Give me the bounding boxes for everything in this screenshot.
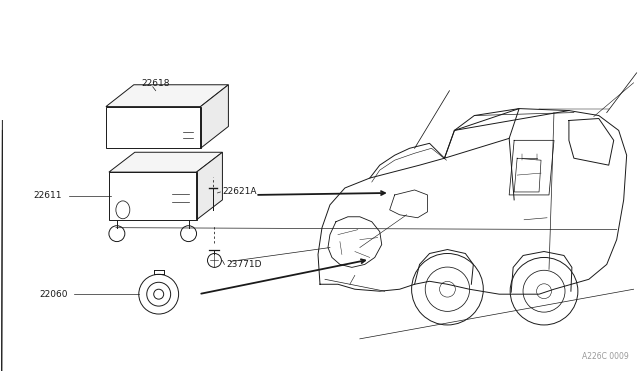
Circle shape <box>510 257 578 325</box>
Text: 22618: 22618 <box>141 79 170 88</box>
Polygon shape <box>109 152 223 172</box>
Text: 23771D: 23771D <box>227 260 262 269</box>
Text: 22611: 22611 <box>33 192 61 201</box>
Text: 22621A: 22621A <box>223 187 257 196</box>
Text: A226C 0009: A226C 0009 <box>582 352 628 361</box>
Polygon shape <box>106 85 228 107</box>
Polygon shape <box>200 85 228 148</box>
Polygon shape <box>196 152 223 220</box>
Text: 22060: 22060 <box>39 290 68 299</box>
Circle shape <box>412 253 483 325</box>
